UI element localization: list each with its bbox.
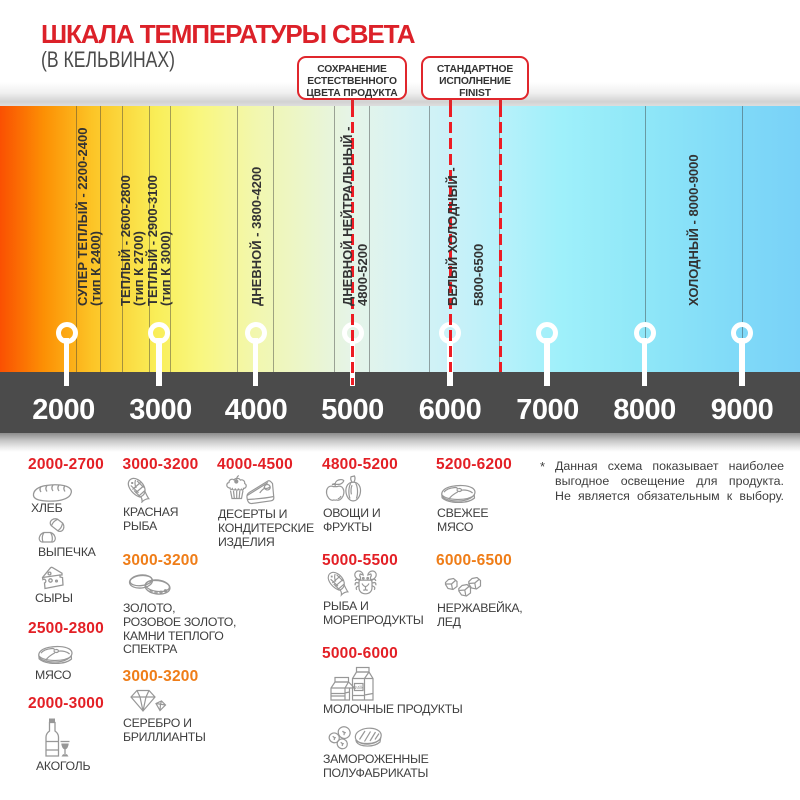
- svg-text:Milk: Milk: [355, 685, 364, 690]
